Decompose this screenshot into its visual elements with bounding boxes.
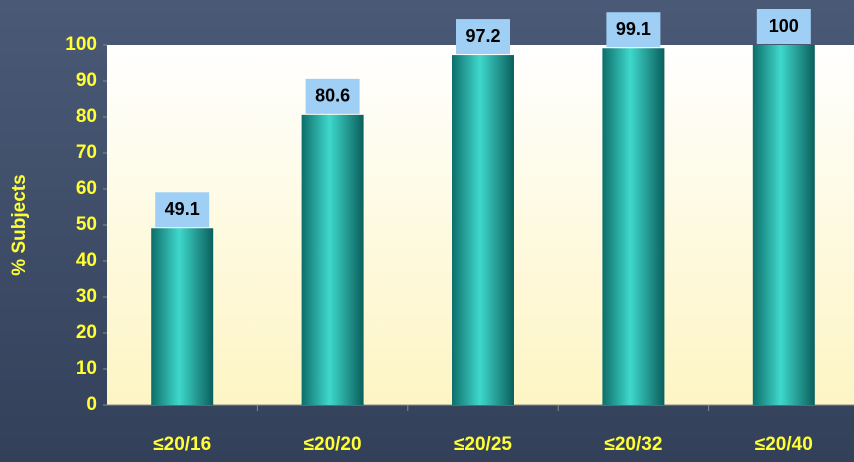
bar xyxy=(151,228,214,405)
value-label-box xyxy=(305,78,360,114)
value-label-box xyxy=(606,12,661,48)
y-tick-label: 80 xyxy=(76,106,97,127)
x-tick-label: ≤20/16 xyxy=(153,434,211,455)
y-tick-label: 50 xyxy=(76,214,97,235)
bar xyxy=(752,45,815,405)
y-tick-label: 100 xyxy=(65,34,97,55)
value-label: 80.6 xyxy=(315,86,350,106)
value-label-box xyxy=(456,19,510,55)
y-axis-label: % Subjects xyxy=(9,174,30,275)
x-tick-label: ≤20/32 xyxy=(604,434,662,455)
y-tick-label: 90 xyxy=(76,70,97,91)
value-label-box xyxy=(155,192,210,228)
bar xyxy=(452,55,514,406)
y-tick-label: 70 xyxy=(76,142,97,163)
value-label: 99.1 xyxy=(616,19,651,39)
y-tick-label: 60 xyxy=(76,178,97,199)
value-label: 49.1 xyxy=(165,199,200,219)
x-tick-label: ≤20/40 xyxy=(755,434,813,455)
x-tick-label: ≤20/20 xyxy=(304,434,362,455)
value-label: 97.2 xyxy=(465,26,500,46)
y-tick-label: 30 xyxy=(76,286,97,307)
value-label: 100 xyxy=(769,16,799,36)
y-tick-label: 40 xyxy=(76,250,97,271)
value-label-box xyxy=(756,9,811,44)
y-tick-label: 20 xyxy=(76,322,97,343)
bar xyxy=(602,48,665,406)
y-tick-label: 10 xyxy=(76,358,97,379)
x-tick-label: ≤20/25 xyxy=(454,434,512,455)
bar xyxy=(301,114,364,405)
y-tick-label: 0 xyxy=(86,394,97,415)
